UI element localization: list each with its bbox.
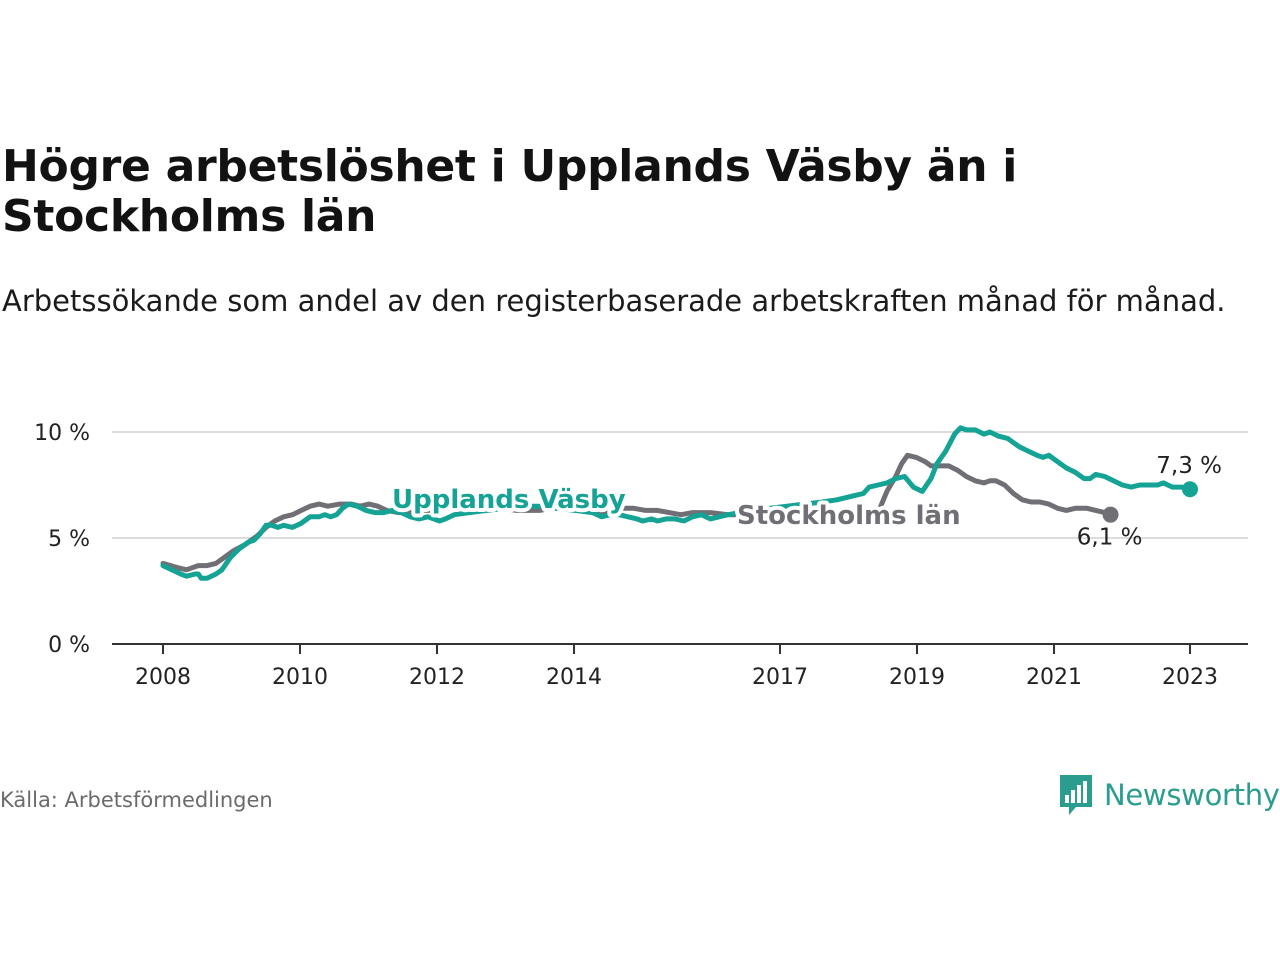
x-tick-label-2010: 2010 <box>272 665 328 690</box>
chart-subtitle: Arbetssökande som andel av den registerb… <box>2 284 1226 318</box>
end-point-stockholms-l-n <box>1102 506 1119 523</box>
end-point-upplands-v-sby <box>1182 481 1198 498</box>
series-line-stockholms-l-n <box>160 452 1113 573</box>
x-tick-label-2012: 2012 <box>409 665 465 690</box>
x-tick-label-2023: 2023 <box>1162 665 1218 690</box>
line-chart: 0 %5 %10 % 2008 2010 2012 2014 2017 2019 2021 2… <box>34 421 1248 690</box>
source-note: Källa: Arbetsförmedlingen <box>0 788 273 812</box>
bar-chart-logo-icon <box>1060 775 1092 815</box>
y-axis-labels: 0 % 5 % 10 % <box>34 421 90 658</box>
series-label-halo-stockholms-l-n: Stockholms län <box>737 501 961 531</box>
chart-title: Högre arbetslöshet i Upplands Väsby än i… <box>2 141 1018 242</box>
x-tick-label-2021: 2021 <box>1026 665 1082 690</box>
series-label-upplands-v-sby: Upplands Väsby <box>392 485 626 515</box>
brand-logo[interactable]: Newsworthy <box>1058 773 1280 817</box>
series-lines <box>160 425 1198 581</box>
x-tick-label-2008: 2008 <box>135 665 191 690</box>
end-label-stockholms-lan: 6,1 % <box>1077 525 1143 551</box>
series-label-halo-upplands-v-sby: Upplands Väsby <box>392 485 626 515</box>
brand-name: Newsworthy <box>1104 778 1280 812</box>
series-label-stockholms-l-n: Stockholms län <box>737 501 961 531</box>
gridlines <box>112 431 1248 539</box>
series-line-upplands-v-sby <box>160 425 1193 581</box>
x-tick-label-2014: 2014 <box>546 665 602 690</box>
y-tick-label-0: 0 % <box>48 633 90 658</box>
end-label-upplands-vasby: 7,3 % <box>1156 453 1222 479</box>
x-tick-label-2017: 2017 <box>752 665 808 690</box>
x-tick-label-2019: 2019 <box>889 665 945 690</box>
y-tick-label-5: 5 % <box>48 527 90 552</box>
y-tick-label-10: 10 % <box>34 421 90 446</box>
x-axis: 2008 2010 2012 2014 2017 2019 2021 2023 <box>112 643 1248 690</box>
